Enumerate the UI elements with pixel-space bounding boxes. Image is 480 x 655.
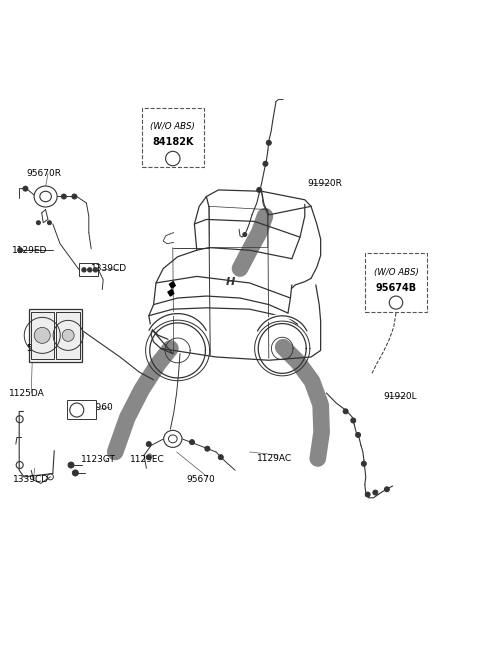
Text: 1129AC: 1129AC [257,454,292,463]
Ellipse shape [389,296,403,309]
Circle shape [351,418,356,423]
Text: 91920R: 91920R [307,179,342,188]
Circle shape [205,446,210,451]
Bar [365,253,427,312]
Ellipse shape [168,435,177,443]
Ellipse shape [164,430,182,447]
Bar [142,108,204,167]
Circle shape [373,490,378,495]
Text: 95670R: 95670R [26,169,61,178]
Circle shape [36,221,40,225]
Circle shape [146,455,151,460]
Bar [31,312,54,359]
Circle shape [82,268,86,272]
Text: 95674B: 95674B [375,283,417,293]
Circle shape [61,194,66,199]
Circle shape [365,492,370,497]
Circle shape [18,248,23,253]
Text: (W/O ABS): (W/O ABS) [373,268,419,277]
Circle shape [23,186,28,191]
Text: 1125DA: 1125DA [9,388,44,398]
Circle shape [72,194,77,199]
Circle shape [384,487,389,492]
Circle shape [218,455,223,460]
Bar [67,400,96,419]
Bar [79,263,98,276]
Text: 84182K: 84182K [152,138,193,147]
Text: 95670: 95670 [186,475,215,484]
Circle shape [243,233,247,236]
Text: (W/O ABS): (W/O ABS) [150,122,195,132]
Circle shape [146,441,151,447]
Circle shape [343,409,348,414]
Polygon shape [168,290,174,296]
Text: 1339CD: 1339CD [91,264,127,273]
Circle shape [356,432,360,438]
Text: H: H [226,276,235,287]
Circle shape [257,187,262,193]
Ellipse shape [40,191,51,202]
Text: 1339CD: 1339CD [13,475,49,484]
Text: 1129EC: 1129EC [130,455,164,464]
Circle shape [263,161,268,166]
Bar [56,312,80,359]
Ellipse shape [166,151,180,166]
Polygon shape [169,282,175,288]
Circle shape [190,440,194,445]
Circle shape [48,221,51,225]
Circle shape [34,328,50,343]
Text: 1129ED: 1129ED [12,246,48,255]
Circle shape [68,462,74,468]
Text: 1123GT: 1123GT [81,455,116,464]
Circle shape [87,268,92,272]
Text: 58920: 58920 [26,344,55,353]
Bar [29,309,82,362]
Ellipse shape [34,186,57,207]
Circle shape [266,140,271,145]
Circle shape [72,470,78,476]
Text: 58960: 58960 [84,403,113,412]
Circle shape [62,329,74,341]
Text: 91920L: 91920L [383,392,417,401]
Circle shape [93,268,98,272]
Circle shape [361,461,366,466]
